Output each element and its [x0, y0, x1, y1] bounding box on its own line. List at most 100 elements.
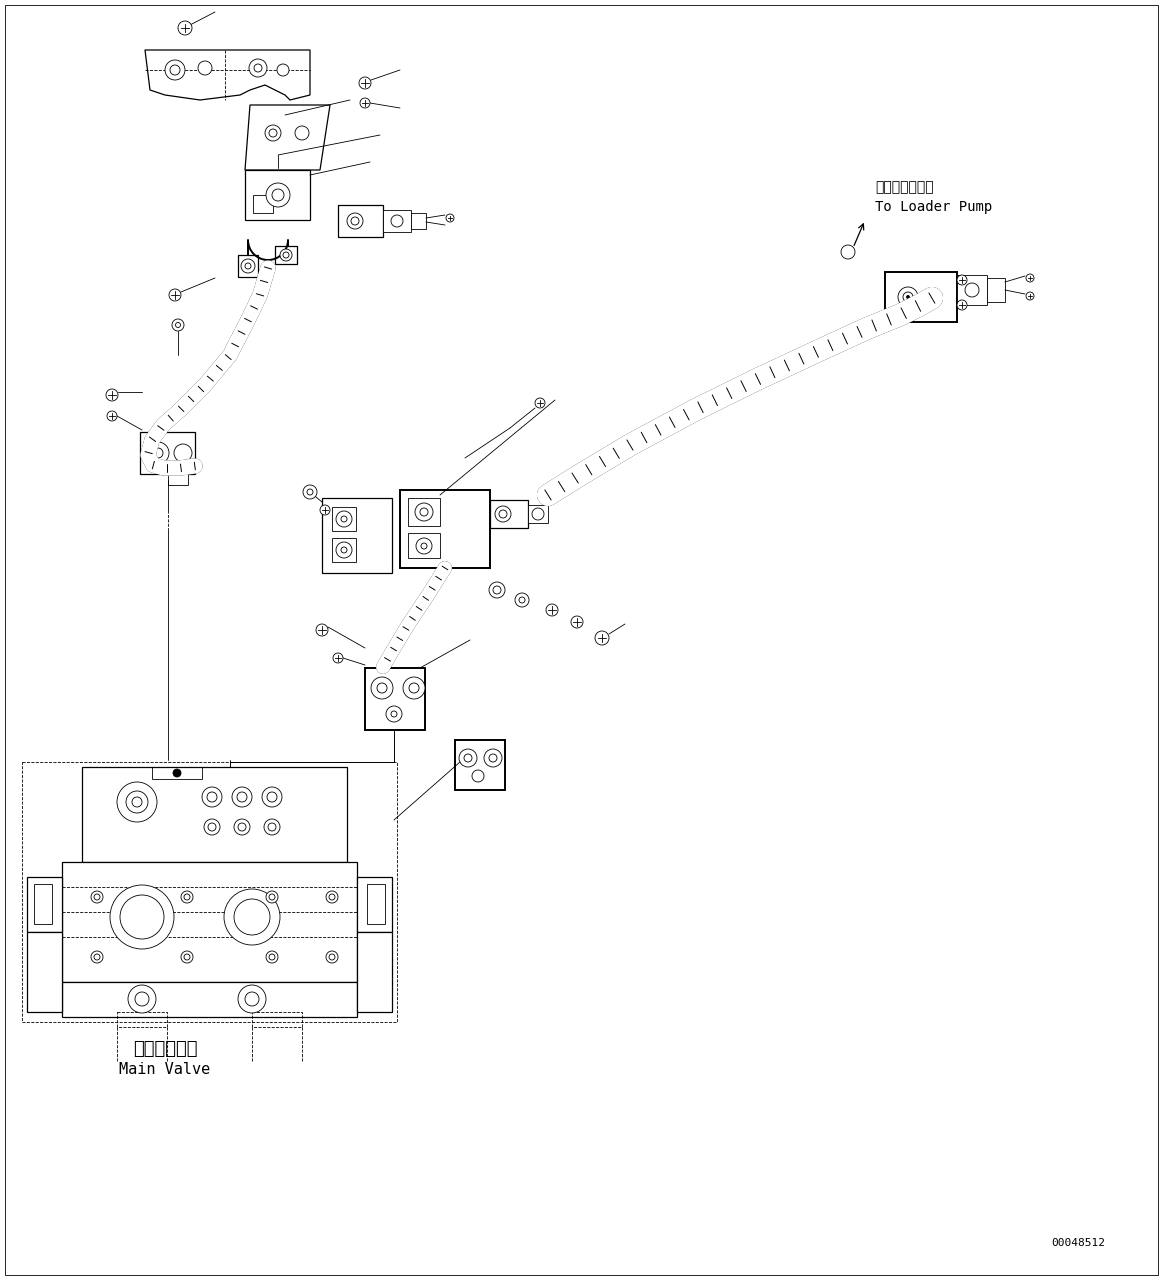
Circle shape — [110, 884, 174, 948]
Bar — [400, 490, 490, 568]
Circle shape — [91, 951, 104, 963]
Circle shape — [131, 797, 142, 806]
Circle shape — [264, 819, 280, 835]
Circle shape — [238, 823, 247, 831]
Bar — [252, 1012, 302, 1027]
Bar — [27, 932, 62, 1012]
Text: Main Valve: Main Valve — [120, 1062, 211, 1076]
Circle shape — [351, 218, 359, 225]
Circle shape — [336, 511, 352, 527]
Text: ローダポンプへ: ローダポンプへ — [875, 180, 934, 195]
Circle shape — [267, 792, 277, 803]
Bar — [83, 767, 347, 861]
Text: 00048512: 00048512 — [1051, 1238, 1105, 1248]
Circle shape — [165, 60, 185, 81]
Circle shape — [249, 59, 267, 77]
Circle shape — [459, 749, 477, 767]
Circle shape — [495, 506, 511, 522]
Circle shape — [176, 323, 180, 328]
Bar — [331, 538, 356, 562]
Circle shape — [377, 684, 387, 692]
Bar — [408, 498, 440, 526]
Circle shape — [304, 485, 317, 499]
Circle shape — [262, 787, 281, 806]
Circle shape — [169, 289, 181, 301]
Bar — [27, 877, 62, 932]
Circle shape — [283, 252, 288, 259]
Circle shape — [519, 596, 525, 603]
Circle shape — [595, 631, 609, 645]
Circle shape — [181, 951, 193, 963]
Circle shape — [329, 954, 335, 960]
Circle shape — [277, 64, 288, 76]
Circle shape — [238, 986, 266, 1012]
Circle shape — [416, 538, 431, 554]
Circle shape — [107, 411, 117, 421]
Circle shape — [266, 951, 278, 963]
Circle shape — [204, 819, 220, 835]
Circle shape — [280, 250, 292, 261]
Circle shape — [202, 787, 222, 806]
Circle shape — [371, 677, 393, 699]
Circle shape — [415, 503, 433, 521]
Bar — [34, 884, 52, 924]
Circle shape — [515, 593, 529, 607]
Circle shape — [957, 275, 966, 285]
Circle shape — [898, 287, 918, 307]
Circle shape — [208, 823, 216, 831]
Bar — [238, 255, 258, 276]
Circle shape — [184, 954, 190, 960]
Circle shape — [1026, 292, 1034, 300]
Circle shape — [341, 547, 347, 553]
Bar — [365, 668, 424, 730]
Circle shape — [173, 769, 181, 777]
Circle shape — [391, 710, 397, 717]
Circle shape — [295, 125, 309, 140]
Circle shape — [409, 684, 419, 692]
Circle shape — [267, 823, 276, 831]
Polygon shape — [245, 105, 330, 170]
Circle shape — [172, 319, 184, 332]
Bar — [152, 767, 202, 780]
Circle shape — [841, 244, 855, 259]
Circle shape — [234, 819, 250, 835]
Circle shape — [241, 259, 255, 273]
Circle shape — [445, 214, 454, 221]
Bar — [62, 861, 357, 982]
Bar — [987, 278, 1005, 302]
Bar — [411, 212, 426, 229]
Circle shape — [91, 891, 104, 902]
Circle shape — [269, 129, 277, 137]
Circle shape — [531, 508, 544, 520]
Circle shape — [184, 893, 190, 900]
Circle shape — [906, 296, 909, 298]
Circle shape — [106, 389, 117, 401]
Circle shape — [329, 893, 335, 900]
Circle shape — [170, 65, 180, 76]
Circle shape — [957, 300, 966, 310]
Circle shape — [336, 541, 352, 558]
Circle shape — [94, 954, 100, 960]
Circle shape — [359, 77, 371, 90]
Circle shape — [224, 890, 280, 945]
Circle shape — [117, 782, 157, 822]
Bar — [408, 532, 440, 558]
Circle shape — [464, 754, 472, 762]
Circle shape — [231, 787, 252, 806]
Circle shape — [245, 992, 259, 1006]
Bar — [274, 246, 297, 264]
Circle shape — [404, 677, 424, 699]
Bar — [528, 506, 548, 524]
Circle shape — [254, 64, 262, 72]
Circle shape — [154, 448, 163, 458]
Circle shape — [361, 99, 370, 108]
Bar — [245, 170, 311, 220]
Bar — [368, 884, 385, 924]
Circle shape — [499, 509, 507, 518]
Bar — [22, 762, 397, 1021]
Circle shape — [266, 183, 290, 207]
Circle shape — [316, 625, 328, 636]
Bar — [885, 273, 957, 323]
Circle shape — [391, 215, 404, 227]
Bar — [140, 433, 195, 474]
